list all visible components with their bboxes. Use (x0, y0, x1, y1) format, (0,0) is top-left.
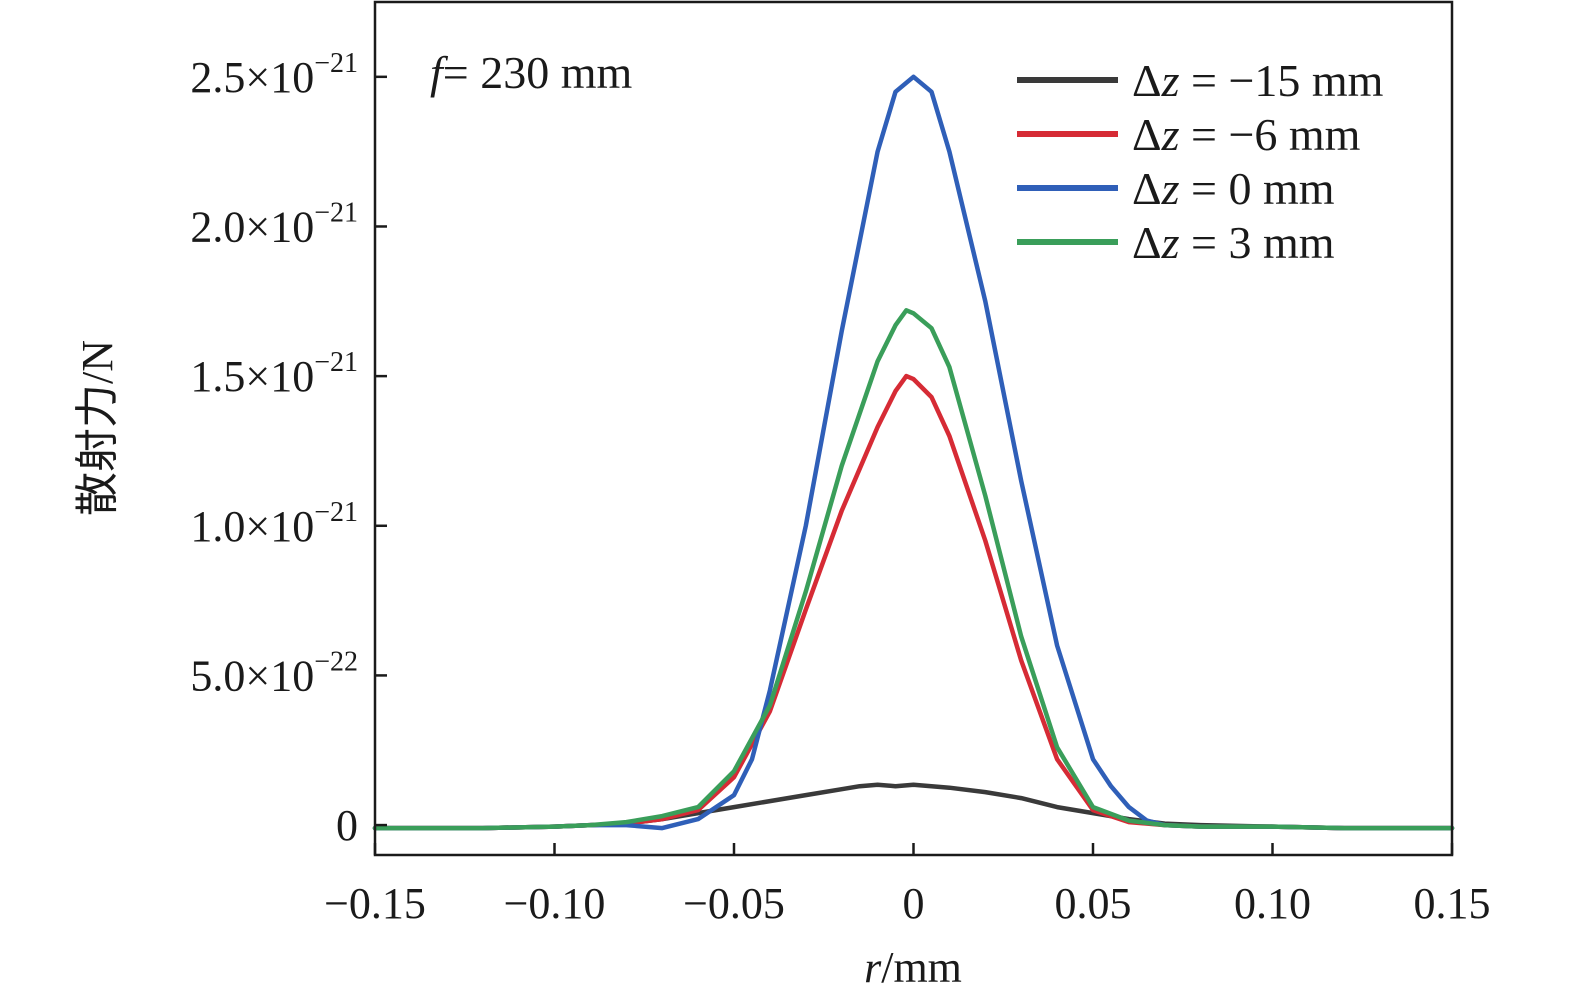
y-tick-label: 2.5×10−21 (190, 48, 358, 102)
x-tick-label: 0.10 (1234, 879, 1311, 928)
series-line-0 (372, 782, 1455, 831)
y-tick-label: 0 (336, 801, 358, 850)
x-tick-label: 0.05 (1055, 879, 1132, 928)
x-tick-label: −0.15 (324, 879, 426, 928)
x-tick-label: 0 (903, 879, 925, 928)
legend-label-1: Δz = −6 mm (1132, 109, 1361, 160)
legend-label-0: Δz = −15 mm (1132, 55, 1384, 106)
y-axis-label: 散射力/N (73, 340, 122, 516)
x-tick-label: −0.10 (504, 879, 606, 928)
x-axis-label: r/mm (864, 943, 962, 992)
series-line-1 (372, 373, 1455, 831)
focal-length-annotation: f= 230 mm (430, 47, 633, 98)
ticks-layer: −0.15 −0.10 −0.05 0 0.05 0.10 0.15 0 5.0×10−22 1.… (190, 48, 1490, 928)
series-layer (372, 74, 1455, 831)
legend-label-2: Δz = 0 mm (1132, 163, 1335, 214)
x-tick-label: 0.15 (1414, 879, 1491, 928)
series-line-3 (372, 308, 1455, 831)
x-tick-label: −0.05 (683, 879, 785, 928)
y-tick-label: 2.0×10−21 (190, 197, 358, 251)
y-tick-label: 1.5×10−21 (190, 347, 358, 401)
y-tick-label: 5.0×10−22 (190, 646, 358, 700)
y-tick-label: 1.0×10−21 (190, 497, 358, 551)
legend-label-3: Δz = 3 mm (1132, 217, 1335, 268)
